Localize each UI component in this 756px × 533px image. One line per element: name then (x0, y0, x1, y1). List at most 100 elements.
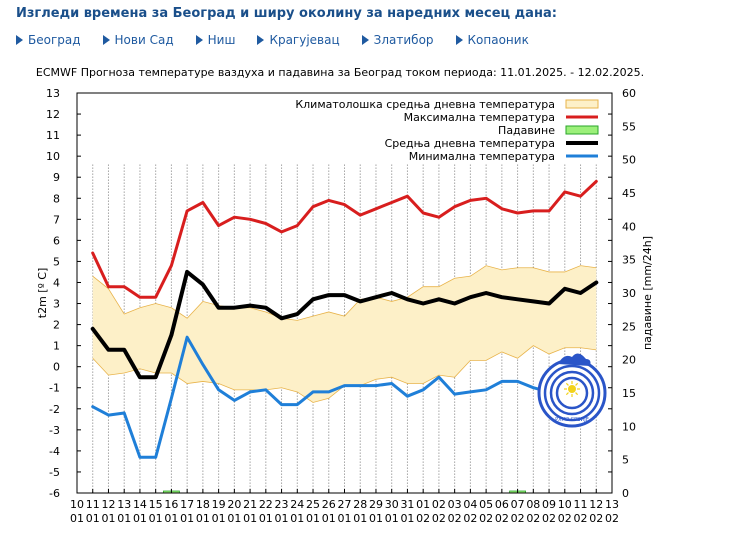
x-tick-label-month: 01 (385, 512, 399, 525)
x-tick-label-day: 28 (353, 498, 367, 511)
chart: ECMWF Прогноза температуре ваздуха и пад… (36, 66, 654, 525)
x-tick-label-day: 11 (574, 498, 588, 511)
y2-tick-label: 55 (622, 120, 636, 133)
x-tick-label-day: 02 (432, 498, 446, 511)
y-tick-label: 13 (46, 87, 60, 100)
y-tick-label: 2 (53, 319, 60, 332)
x-tick-label-month: 02 (448, 512, 462, 525)
y-tick-label: -4 (49, 445, 60, 458)
y-tick-label: 6 (53, 234, 60, 247)
x-tick-label-day: 04 (463, 498, 477, 511)
x-tick-label-day: 27 (338, 498, 352, 511)
rhmz-logo: РХМЗ СРБИЈЕ (537, 353, 607, 428)
y2-tick-label: 10 (622, 420, 636, 433)
x-tick-label-day: 13 (117, 498, 131, 511)
x-tick-label-day: 01 (416, 498, 430, 511)
x-tick-label-month: 02 (463, 512, 477, 525)
climate-band (92, 265, 597, 403)
x-tick-label-day: 13 (605, 498, 619, 511)
y-tick-label: -2 (49, 403, 60, 416)
x-tick-label-day: 10 (558, 498, 572, 511)
x-tick-label-day: 08 (526, 498, 540, 511)
city-link-1[interactable]: Нови Сад (102, 33, 174, 47)
x-tick-label-month: 01 (275, 512, 289, 525)
x-tick-label-day: 03 (448, 498, 462, 511)
x-tick-label-month: 01 (290, 512, 304, 525)
y2-tick-label: 60 (622, 87, 636, 100)
x-tick-label-month: 01 (369, 512, 383, 525)
city-link-3[interactable]: Крагујевац (257, 33, 340, 47)
x-tick-label-day: 26 (322, 498, 336, 511)
y-tick-label: 11 (46, 129, 60, 142)
logo-text: РХМЗ СРБИЈЕ (555, 417, 589, 423)
y-tick-label: 1 (53, 340, 60, 353)
triangle-right-icon (361, 35, 369, 45)
y-tick-label: 3 (53, 298, 60, 311)
x-tick-label-month: 02 (511, 512, 525, 525)
x-tick-label-month: 02 (542, 512, 556, 525)
x-tick-label-month: 02 (416, 512, 430, 525)
y-tick-label: -5 (49, 466, 60, 479)
x-tick-label-day: 31 (400, 498, 414, 511)
x-tick-label-day: 05 (479, 498, 493, 511)
page-title: Изгледи времена за Београд и ширу околин… (16, 6, 557, 21)
logo-ring (549, 370, 595, 416)
x-tick-label-day: 23 (275, 498, 289, 511)
city-link-label: Копаоник (467, 33, 529, 47)
triangle-right-icon (102, 35, 110, 45)
chart-title: ECMWF Прогноза температуре ваздуха и пад… (36, 66, 644, 79)
y2-tick-label: 15 (622, 387, 636, 400)
city-link-label: Крагујевац (269, 33, 340, 47)
y-tick-label: 12 (46, 108, 60, 121)
y-tick-label: 8 (53, 192, 60, 205)
city-link-label: Ниш (207, 33, 236, 47)
x-tick-label-month: 01 (149, 512, 163, 525)
x-tick-label-month: 01 (164, 512, 178, 525)
x-tick-label-day: 09 (542, 498, 556, 511)
legend-label: Климатолошка средња дневна температура (295, 98, 555, 111)
sun-ray (575, 392, 579, 396)
y-tick-label: -1 (49, 382, 60, 395)
y-tick-label: 4 (53, 276, 60, 289)
city-link-4[interactable]: Златибор (361, 33, 434, 47)
cloud-icon (558, 353, 591, 366)
y2-tick-label: 0 (622, 487, 629, 500)
sun-ray (565, 382, 569, 386)
x-tick-label-month: 01 (306, 512, 320, 525)
x-tick-label-month: 02 (495, 512, 509, 525)
y-tick-label: 0 (53, 361, 60, 374)
y-tick-label: 5 (53, 255, 60, 268)
series-line-1 (90, 269, 599, 380)
triangle-right-icon (257, 35, 265, 45)
x-tick-label-day: 10 (70, 498, 84, 511)
y2-tick-label: 25 (622, 320, 636, 333)
x-tick-label-day: 07 (511, 498, 525, 511)
x-tick-label-day: 15 (149, 498, 163, 511)
x-tick-label-month: 01 (180, 512, 194, 525)
y-tick-label: 7 (53, 213, 60, 226)
x-tick-label-day: 29 (369, 498, 383, 511)
x-tick-label-day: 12 (589, 498, 603, 511)
x-tick-label-day: 12 (101, 498, 115, 511)
city-link-0[interactable]: Београд (16, 33, 81, 47)
y2-axis-label: падавине [mm/24h] (641, 236, 654, 350)
x-tick-label-month: 01 (353, 512, 367, 525)
x-tick-label-month: 01 (86, 512, 100, 525)
legend-label: Падавине (498, 124, 555, 137)
x-tick-label-day: 14 (133, 498, 147, 511)
x-tick-label-month: 01 (212, 512, 226, 525)
y2-tick-label: 5 (622, 454, 629, 467)
city-link-5[interactable]: Копаоник (455, 33, 529, 47)
city-link-2[interactable]: Ниш (195, 33, 236, 47)
triangle-right-icon (16, 35, 23, 45)
x-tick-label-day: 30 (385, 498, 399, 511)
y-tick-label: 10 (46, 150, 60, 163)
x-tick-label-day: 16 (164, 498, 178, 511)
legend-label: Средња дневна температура (385, 137, 555, 150)
x-tick-label-month: 02 (558, 512, 572, 525)
logo-ring (543, 364, 601, 422)
x-tick-label-day: 17 (180, 498, 194, 511)
x-tick-label-month: 02 (479, 512, 493, 525)
y2-tick-label: 30 (622, 287, 636, 300)
logo-ring (555, 376, 589, 410)
